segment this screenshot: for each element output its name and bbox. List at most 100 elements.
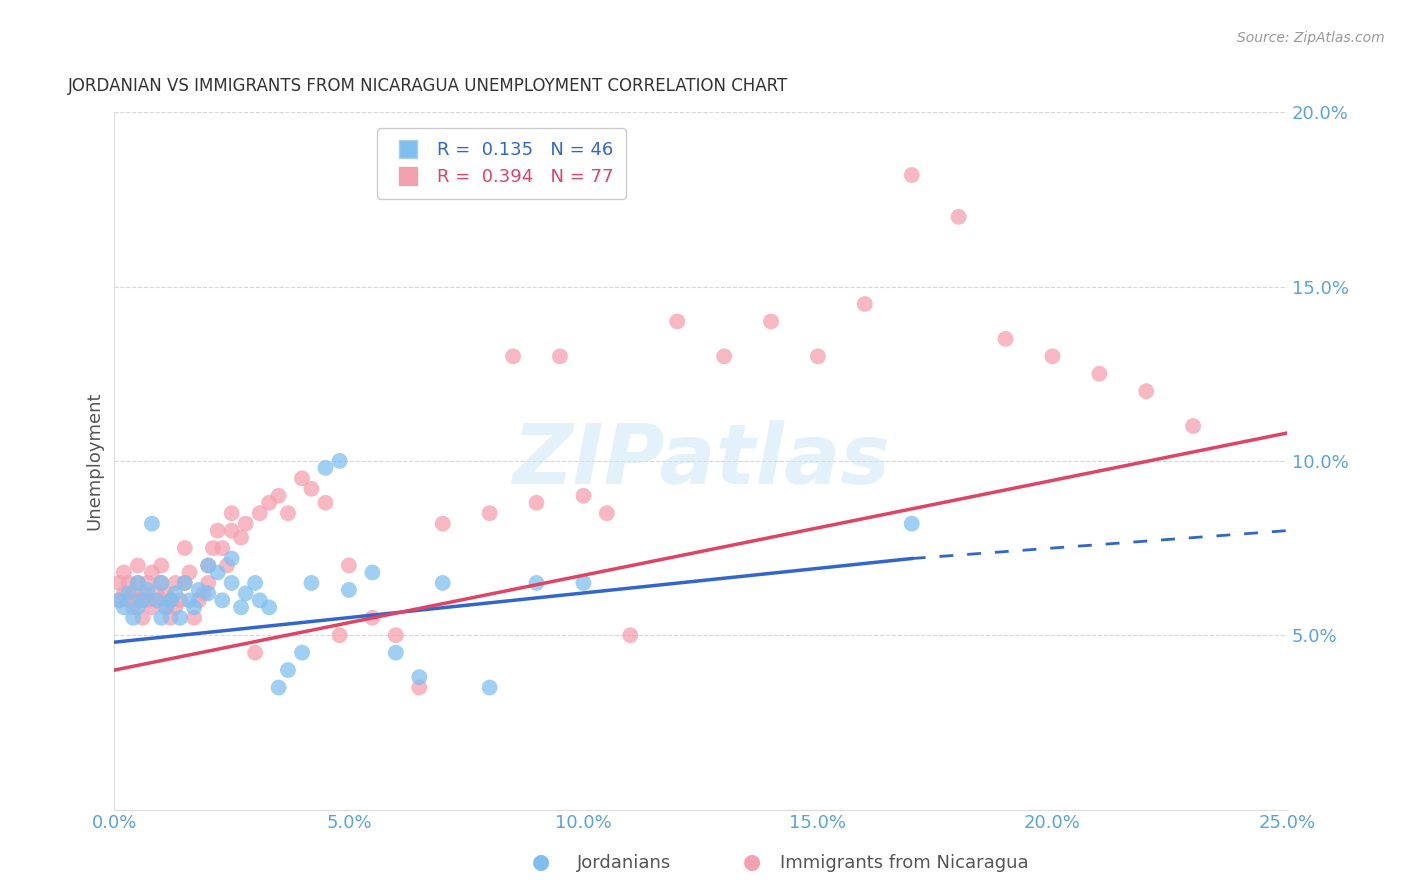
Point: [207, 524, 229, 538]
Point: [173, 576, 195, 591]
Point: [432, 576, 454, 591]
Point: [127, 600, 149, 615]
Point: [145, 593, 167, 607]
Point: [183, 600, 205, 615]
Point: [994, 332, 1017, 346]
Point: [314, 496, 336, 510]
Point: [108, 593, 131, 607]
Point: [112, 566, 135, 580]
Point: [291, 646, 314, 660]
Point: [136, 576, 159, 591]
Point: [361, 566, 384, 580]
Point: [235, 586, 257, 600]
Point: [277, 663, 299, 677]
Point: [108, 593, 131, 607]
Point: [131, 593, 153, 607]
Point: [713, 349, 735, 363]
Point: [249, 506, 271, 520]
Point: [277, 506, 299, 520]
Point: [197, 576, 219, 591]
Point: [432, 516, 454, 531]
Point: [131, 611, 153, 625]
Point: [257, 600, 280, 615]
Point: [299, 576, 322, 591]
Point: [948, 210, 970, 224]
Point: [173, 576, 195, 591]
Point: [221, 506, 243, 520]
Point: [267, 681, 290, 695]
Point: [328, 628, 350, 642]
Point: [127, 558, 149, 573]
Point: [197, 586, 219, 600]
Point: [179, 566, 201, 580]
Point: [900, 168, 922, 182]
Point: [337, 582, 360, 597]
Point: [243, 576, 266, 591]
Point: [299, 482, 322, 496]
Point: [243, 646, 266, 660]
Point: [478, 506, 501, 520]
Point: [257, 496, 280, 510]
Text: ●: ●: [533, 853, 550, 872]
Text: Immigrants from Nicaragua: Immigrants from Nicaragua: [780, 855, 1029, 872]
Point: [572, 489, 595, 503]
Point: [122, 586, 145, 600]
Point: [187, 593, 209, 607]
Point: [1135, 384, 1157, 399]
Point: [112, 600, 135, 615]
Point: [596, 506, 619, 520]
Point: [385, 646, 408, 660]
Point: [221, 551, 243, 566]
Text: JORDANIAN VS IMMIGRANTS FROM NICARAGUA UNEMPLOYMENT CORRELATION CHART: JORDANIAN VS IMMIGRANTS FROM NICARAGUA U…: [67, 78, 787, 95]
Text: Jordanians: Jordanians: [576, 855, 671, 872]
Point: [221, 524, 243, 538]
Point: [572, 576, 595, 591]
Point: [211, 541, 233, 555]
Point: [619, 628, 641, 642]
Point: [131, 586, 153, 600]
Point: [526, 496, 548, 510]
Point: [361, 611, 384, 625]
Point: [853, 297, 876, 311]
Y-axis label: Unemployment: Unemployment: [86, 392, 103, 530]
Point: [165, 600, 187, 615]
Point: [127, 576, 149, 591]
Point: [249, 593, 271, 607]
Point: [1042, 349, 1064, 363]
Point: [314, 461, 336, 475]
Point: [197, 558, 219, 573]
Text: Source: ZipAtlas.com: Source: ZipAtlas.com: [1237, 31, 1385, 45]
Text: ZIPatlas: ZIPatlas: [512, 420, 890, 501]
Point: [127, 576, 149, 591]
Point: [173, 541, 195, 555]
Point: [150, 611, 173, 625]
Point: [159, 611, 181, 625]
Point: [165, 576, 187, 591]
Point: [112, 586, 135, 600]
Point: [117, 586, 139, 600]
Point: [291, 471, 314, 485]
Point: [900, 516, 922, 531]
Point: [201, 541, 224, 555]
Point: [267, 489, 290, 503]
Point: [408, 670, 430, 684]
Point: [122, 611, 145, 625]
Point: [169, 593, 191, 607]
Point: [328, 454, 350, 468]
Point: [179, 593, 201, 607]
Point: [150, 576, 173, 591]
Point: [141, 566, 163, 580]
Text: ●: ●: [744, 853, 761, 872]
Point: [122, 600, 145, 615]
Point: [155, 586, 177, 600]
Point: [385, 628, 408, 642]
Point: [145, 586, 167, 600]
Point: [150, 558, 173, 573]
Point: [1182, 419, 1205, 434]
Point: [193, 586, 215, 600]
Point: [141, 516, 163, 531]
Point: [207, 566, 229, 580]
Point: [165, 586, 187, 600]
Point: [229, 531, 252, 545]
Point: [215, 558, 238, 573]
